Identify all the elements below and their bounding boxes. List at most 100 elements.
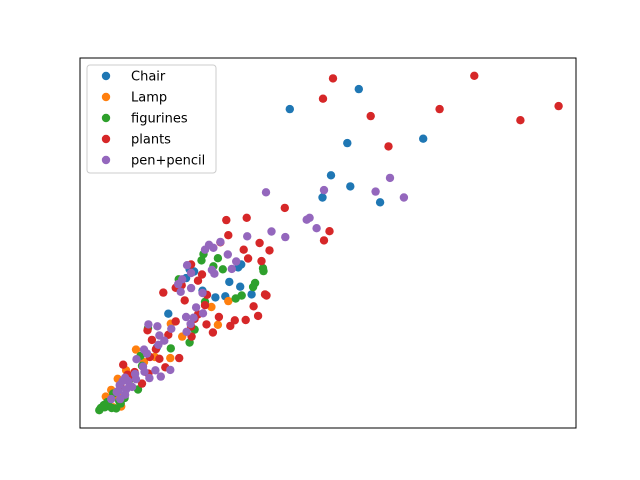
data-point	[241, 315, 250, 325]
data-point	[202, 320, 211, 329]
data-point	[285, 104, 294, 114]
data-point	[248, 282, 258, 292]
data-point	[164, 309, 173, 318]
data-point	[189, 313, 198, 322]
data-point	[167, 324, 176, 333]
data-point	[470, 71, 479, 81]
data-point	[319, 185, 329, 195]
legend: Chair Lamp figurines plants pen+pencil	[86, 64, 217, 174]
data-point	[193, 276, 203, 285]
data-point	[385, 173, 395, 183]
data-point	[218, 265, 227, 274]
data-point	[226, 321, 235, 331]
legend-marker	[101, 92, 111, 102]
data-point	[180, 296, 189, 305]
data-point	[280, 203, 289, 213]
data-point	[326, 171, 336, 180]
data-point	[191, 303, 201, 312]
data-point	[155, 354, 164, 363]
data-point	[174, 279, 183, 289]
data-point	[147, 335, 157, 345]
data-point	[261, 188, 271, 197]
data-point	[223, 250, 232, 259]
data-point	[243, 232, 252, 241]
data-point	[198, 309, 208, 318]
legend-item: Chair	[101, 70, 166, 85]
data-point	[130, 369, 140, 379]
data-point	[156, 372, 165, 381]
legend-item: Lamp	[101, 91, 167, 106]
data-point	[419, 134, 428, 143]
data-point	[176, 287, 185, 296]
data-point	[253, 311, 263, 321]
data-point	[224, 296, 233, 306]
data-point	[200, 245, 210, 254]
data-point	[166, 365, 175, 375]
data-point	[371, 187, 380, 196]
data-point	[186, 283, 196, 293]
data-point	[209, 243, 218, 252]
legend-marker	[101, 71, 111, 81]
data-point	[186, 268, 196, 278]
data-point	[166, 344, 175, 353]
legend-label: figurines	[131, 112, 188, 127]
data-point	[182, 261, 192, 270]
legend-item: figurines	[101, 112, 188, 127]
data-point	[255, 238, 264, 248]
data-point	[159, 288, 168, 297]
data-point	[140, 367, 149, 376]
points-layer	[95, 71, 563, 415]
data-point	[312, 224, 321, 233]
data-point	[225, 277, 234, 287]
series-pen-pencil	[107, 173, 409, 404]
data-point	[265, 246, 274, 255]
data-point	[257, 256, 266, 266]
data-point	[99, 400, 109, 410]
data-point	[210, 269, 219, 278]
data-point	[186, 319, 195, 329]
data-point	[375, 198, 385, 207]
data-point	[119, 360, 128, 369]
data-point	[319, 236, 329, 245]
data-point	[366, 111, 375, 121]
legend-label: Chair	[131, 70, 166, 85]
data-point	[399, 193, 409, 202]
legend-marker	[101, 155, 111, 165]
legend-box	[86, 64, 217, 174]
data-point	[197, 256, 206, 265]
data-point	[154, 340, 163, 349]
data-point	[516, 116, 525, 125]
data-point	[145, 373, 154, 383]
data-point	[213, 320, 223, 329]
data-point	[259, 266, 268, 276]
data-point	[249, 302, 258, 311]
legend-marker	[101, 113, 111, 123]
data-point	[153, 322, 162, 331]
data-point	[144, 320, 153, 329]
data-point	[137, 379, 147, 388]
plot-frame	[79, 57, 577, 429]
data-point	[222, 215, 231, 225]
data-point	[116, 394, 125, 404]
data-point	[267, 227, 276, 236]
data-point	[200, 301, 210, 310]
data-point	[384, 142, 393, 151]
data-point	[166, 353, 175, 363]
legend-label: plants	[131, 133, 171, 148]
data-point	[247, 290, 256, 299]
data-point	[112, 387, 121, 397]
data-point	[132, 355, 141, 364]
data-point	[236, 282, 245, 291]
data-point	[318, 193, 327, 202]
data-point	[243, 254, 253, 263]
data-point	[318, 94, 328, 103]
data-point	[197, 270, 207, 279]
data-point	[142, 349, 152, 358]
data-point	[260, 290, 270, 299]
data-point	[151, 366, 160, 375]
data-point	[242, 213, 251, 222]
legend-marker	[101, 134, 111, 144]
legend-label: pen+pencil	[131, 154, 205, 169]
data-point	[231, 294, 240, 303]
